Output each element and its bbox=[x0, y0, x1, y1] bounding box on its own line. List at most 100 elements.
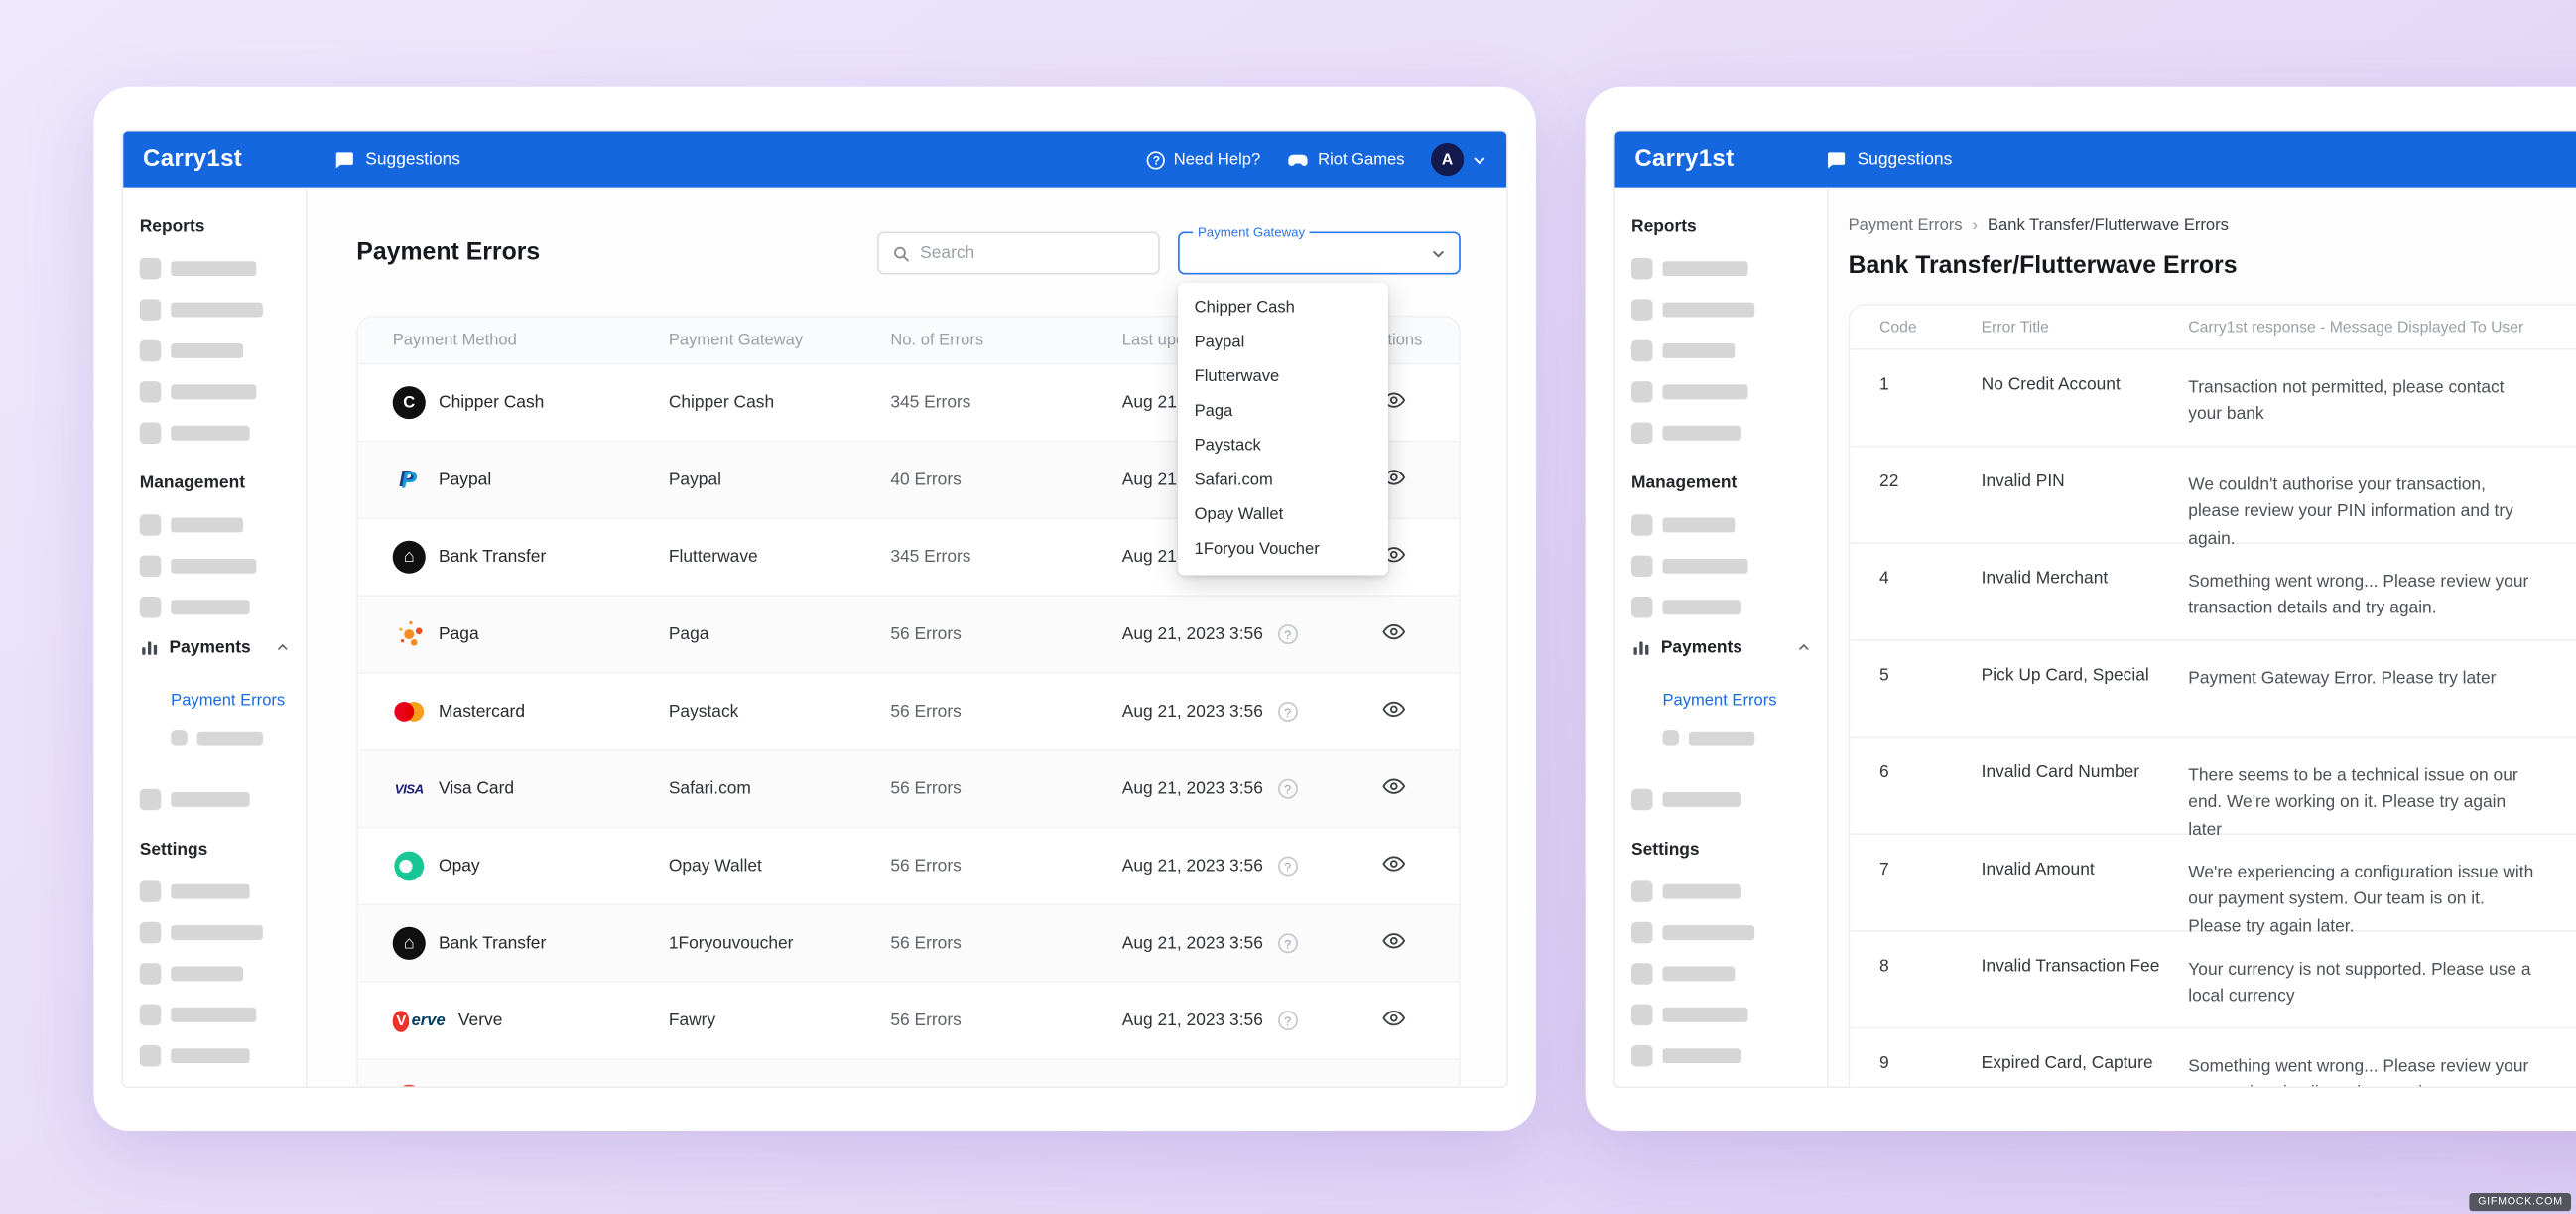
sidebar-subitem-placeholder[interactable] bbox=[1662, 730, 1813, 746]
view-errors-button[interactable] bbox=[1381, 697, 1406, 722]
placeholder-icon bbox=[139, 921, 162, 944]
sidebar-item-placeholder[interactable] bbox=[139, 381, 293, 403]
dropdown-option[interactable]: Paystack bbox=[1194, 437, 1261, 456]
sidebar-link-payment-errors[interactable]: Payment Errors bbox=[171, 692, 286, 711]
breadcrumb-current-page: Bank Transfer/Flutterwave Errors bbox=[1987, 216, 2229, 235]
error-codes-table: Code Error Title Carry1st response - Mes… bbox=[1848, 304, 2576, 1087]
view-errors-button[interactable] bbox=[1381, 1006, 1406, 1030]
dropdown-option[interactable]: Paypal bbox=[1194, 334, 1245, 352]
timezone-help-icon[interactable] bbox=[1277, 856, 1298, 877]
timezone-help-icon[interactable] bbox=[1277, 778, 1298, 799]
placeholder-icon bbox=[139, 555, 162, 578]
timezone-help-icon[interactable] bbox=[1277, 624, 1298, 644]
breadcrumb-payment-errors[interactable]: Payment Errors bbox=[1848, 216, 1963, 235]
table-row: 6 Invalid Card Number There seems to be … bbox=[1850, 736, 2576, 839]
error-message: We're experiencing a configuration issue… bbox=[2188, 863, 2534, 936]
view-errors-button[interactable] bbox=[1381, 1083, 1406, 1086]
sidebar-item-placeholder[interactable] bbox=[139, 257, 293, 280]
sidebar-item-placeholder[interactable] bbox=[139, 422, 293, 445]
main-content: Payment Errors Payment Gateway bbox=[307, 187, 1507, 1087]
sidebar-item-placeholder[interactable] bbox=[1631, 1044, 1814, 1067]
table-row: 1 No Credit Account Transaction not perm… bbox=[1850, 347, 2576, 446]
timezone-help-icon[interactable] bbox=[1277, 701, 1298, 722]
placeholder-icon bbox=[1631, 1004, 1653, 1026]
sidebar-item-placeholder[interactable] bbox=[1631, 514, 1814, 536]
chevron-down-icon bbox=[1472, 152, 1486, 167]
dropdown-option[interactable]: Opay Wallet bbox=[1194, 505, 1284, 525]
dropdown-option[interactable]: 1Foryou Voucher bbox=[1194, 540, 1320, 559]
placeholder-icon bbox=[139, 299, 162, 321]
search-box[interactable] bbox=[877, 231, 1160, 275]
view-errors-button[interactable] bbox=[1381, 928, 1406, 953]
sidebar-link-payment-errors[interactable]: Payment Errors bbox=[1662, 692, 1777, 711]
timezone-help-icon[interactable] bbox=[1277, 933, 1298, 954]
sidebar-item-placeholder[interactable] bbox=[1631, 339, 1814, 362]
error-title: Invalid PIN bbox=[1981, 472, 2065, 492]
search-input[interactable] bbox=[920, 243, 1145, 263]
need-help-button[interactable]: Need Help? bbox=[1147, 150, 1260, 169]
sidebar-section-management: Management bbox=[139, 472, 245, 493]
dropdown-option[interactable]: Flutterwave bbox=[1194, 367, 1280, 387]
sidebar-item-placeholder[interactable] bbox=[139, 1044, 293, 1067]
sidebar-item-placeholder[interactable] bbox=[139, 921, 293, 944]
suggestions-button[interactable]: Suggestions bbox=[334, 149, 460, 171]
payment-method-icon bbox=[393, 695, 426, 728]
sidebar-item-placeholder[interactable] bbox=[1631, 1004, 1814, 1026]
sidebar-item-placeholder[interactable] bbox=[139, 880, 293, 902]
sidebar-item-placeholder[interactable] bbox=[1631, 788, 1814, 811]
last-updated-value: Aug 21, 2023 3:56 bbox=[1121, 856, 1263, 877]
sidebar-item-placeholder[interactable] bbox=[139, 596, 293, 618]
view-errors-button[interactable] bbox=[1381, 466, 1406, 490]
payment-method-name: Bank Transfer bbox=[439, 547, 547, 568]
col-error-title: Error Title bbox=[1981, 318, 2049, 337]
gateway-cell: Paypal bbox=[668, 470, 721, 490]
sidebar-item-placeholder[interactable] bbox=[139, 339, 293, 362]
avatar: A bbox=[1431, 143, 1465, 177]
sidebar-item-placeholder[interactable] bbox=[1631, 596, 1814, 618]
payment-method-name: Visa Card bbox=[439, 778, 515, 799]
sidebar-item-payments[interactable]: Payments bbox=[140, 637, 293, 657]
sidebar-item-placeholder[interactable] bbox=[1631, 257, 1814, 280]
sidebar-item-placeholder[interactable] bbox=[1631, 555, 1814, 578]
dropdown-option[interactable]: Chipper Cash bbox=[1194, 299, 1295, 318]
account-menu[interactable]: A bbox=[1431, 143, 1486, 177]
sidebar-item-placeholder[interactable] bbox=[1631, 921, 1814, 944]
table-header: Payment Method Payment Gateway No. of Er… bbox=[357, 317, 1460, 363]
sidebar-item-placeholder[interactable] bbox=[1631, 299, 1814, 321]
payment-method-name: Bank Transfer bbox=[439, 933, 547, 954]
sidebar-item-payments[interactable]: Payments bbox=[1631, 637, 1814, 657]
view-errors-button[interactable] bbox=[1381, 619, 1406, 644]
payment-method-icon bbox=[393, 1005, 446, 1037]
sidebar-subitem-placeholder[interactable] bbox=[171, 730, 293, 746]
riot-games-button[interactable]: Riot Games bbox=[1287, 148, 1405, 171]
view-errors-button[interactable] bbox=[1381, 388, 1406, 413]
placeholder-icon bbox=[1662, 730, 1680, 746]
sidebar-item-placeholder[interactable] bbox=[1631, 880, 1814, 902]
sidebar-item-placeholder[interactable] bbox=[139, 963, 293, 985]
placeholder-icon bbox=[1631, 596, 1653, 618]
col-no-of-errors: No. of Errors bbox=[890, 331, 984, 349]
payment-method-name: Verve bbox=[457, 1011, 503, 1031]
view-errors-button[interactable] bbox=[1381, 774, 1406, 799]
suggestions-button[interactable]: Suggestions bbox=[1826, 149, 1952, 171]
dropdown-option[interactable]: Safari.com bbox=[1194, 472, 1273, 490]
sidebar-item-placeholder[interactable] bbox=[139, 555, 293, 578]
view-errors-button[interactable] bbox=[1381, 852, 1406, 877]
dropdown-option[interactable]: Paga bbox=[1194, 402, 1233, 421]
error-code: 6 bbox=[1879, 762, 1889, 783]
placeholder-icon bbox=[139, 1004, 162, 1026]
sidebar-item-placeholder[interactable] bbox=[139, 1004, 293, 1026]
sidebar-item-placeholder[interactable] bbox=[1631, 422, 1814, 445]
sidebar-item-placeholder[interactable] bbox=[139, 299, 293, 321]
placeholder-icon bbox=[139, 514, 162, 536]
payment-gateway-select[interactable]: Payment Gateway bbox=[1178, 224, 1461, 275]
view-errors-button[interactable] bbox=[1381, 542, 1406, 567]
sidebar-item-placeholder[interactable] bbox=[1631, 381, 1814, 403]
suggestions-label: Suggestions bbox=[365, 149, 460, 170]
timezone-help-icon[interactable] bbox=[1277, 1011, 1298, 1031]
sidebar-item-placeholder[interactable] bbox=[139, 514, 293, 536]
payment-method-icon bbox=[393, 618, 426, 651]
sidebar-item-placeholder[interactable] bbox=[1631, 963, 1814, 985]
sidebar-item-placeholder[interactable] bbox=[139, 788, 293, 811]
error-code: 8 bbox=[1879, 956, 1889, 977]
